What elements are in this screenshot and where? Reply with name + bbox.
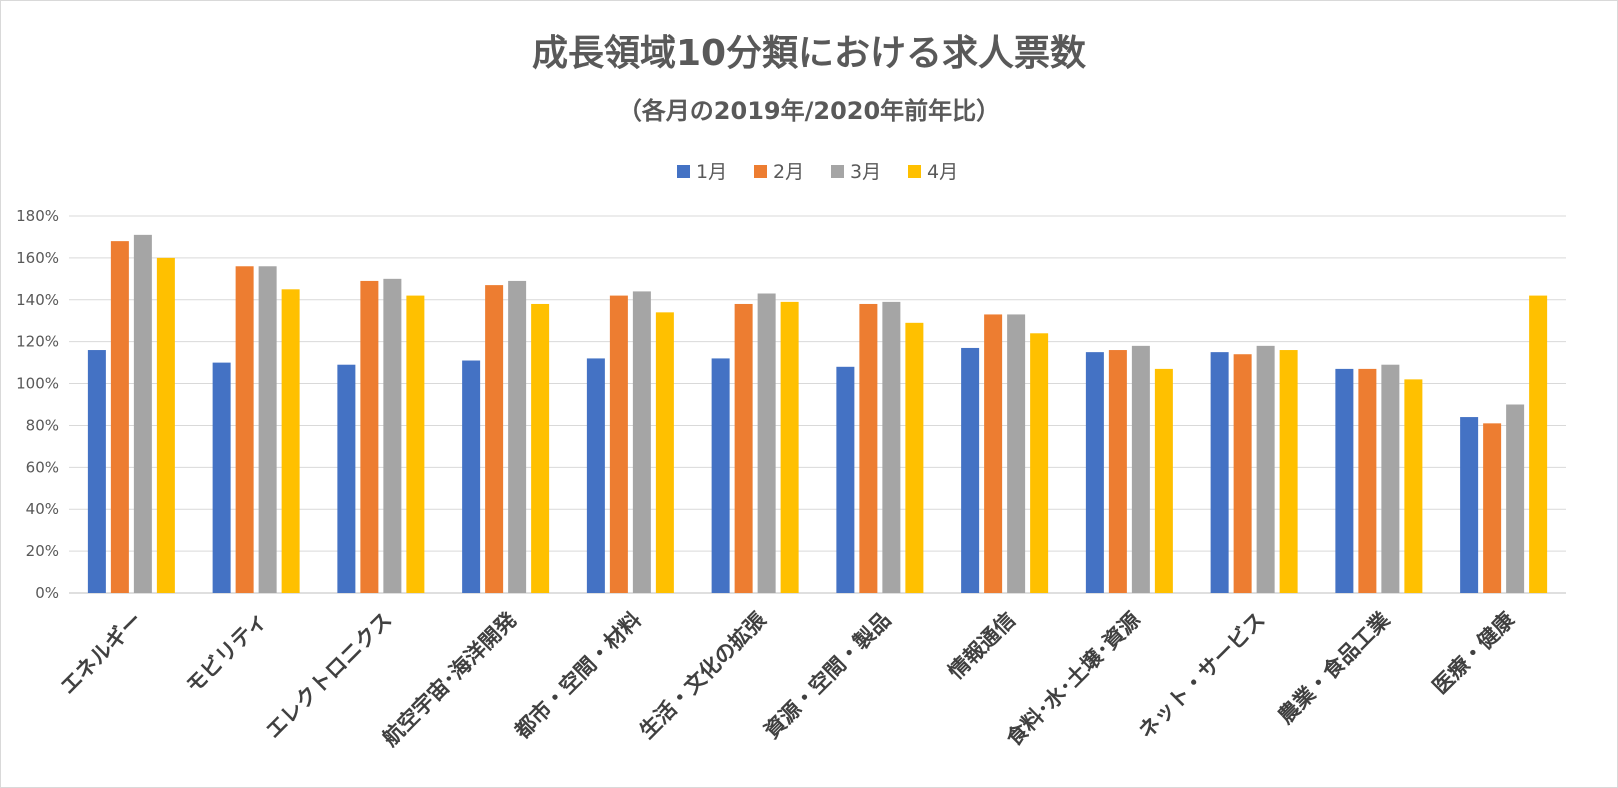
- legend-swatch: [754, 165, 767, 178]
- bar: [1085, 352, 1104, 593]
- legend-swatch: [677, 165, 690, 178]
- bar: [882, 301, 901, 593]
- bar: [1233, 354, 1252, 593]
- bar: [485, 285, 504, 593]
- bar: [1404, 379, 1423, 593]
- y-axis-ticks: 0% 20% 40% 60% 80% 100% 120% 140% 160% 180%: [16, 207, 59, 602]
- y-tick-label: 180%: [16, 207, 59, 225]
- y-tick-label: 20%: [26, 542, 59, 560]
- bar: [984, 314, 1003, 593]
- y-tick-label: 100%: [16, 375, 59, 393]
- bar: [711, 358, 730, 593]
- legend-label: 2月: [773, 161, 804, 183]
- category-label: 農業・食品工業: [1273, 607, 1395, 729]
- bar: [1358, 368, 1377, 593]
- bar: [780, 301, 799, 593]
- bar: [212, 362, 231, 593]
- y-tick-label: 40%: [26, 500, 59, 518]
- bar: [110, 241, 129, 593]
- bar: [235, 266, 254, 593]
- bar: [133, 234, 152, 593]
- bar: [531, 303, 550, 593]
- legend-label: 1月: [696, 161, 727, 183]
- bar: [1210, 352, 1229, 593]
- category-label: 情報通信: [944, 608, 1020, 684]
- legend-label: 3月: [850, 161, 881, 183]
- y-tick-label: 0%: [35, 584, 59, 602]
- bar: [859, 303, 878, 593]
- legend-label: 4月: [927, 161, 958, 183]
- category-label: エレクトロニクス: [261, 608, 396, 743]
- bar: [1381, 364, 1400, 593]
- chart-title: 成長領域10分類における求人票数: [532, 32, 1086, 74]
- bar: [734, 303, 753, 593]
- legend: 1月 2月 3月 4月: [677, 161, 958, 183]
- category-label: エネルギー: [56, 608, 147, 699]
- category-label: モビリティ: [181, 608, 271, 698]
- bar: [1529, 295, 1548, 593]
- bar: [1108, 350, 1127, 593]
- gridlines: [69, 215, 1566, 594]
- x-axis-categories: エネルギー モビリティエレクトロニクス航空宇宙･海洋開発都市・空間・材料生活・文化…: [56, 607, 1520, 751]
- bar: [1279, 350, 1298, 593]
- category-label: 生活・文化の拡張: [635, 607, 771, 743]
- bar: [836, 366, 855, 593]
- bar: [1335, 368, 1354, 593]
- bar: [586, 358, 605, 593]
- chart-subtitle: （各月の2019年/2020年前年比）: [618, 97, 1000, 125]
- legend-swatch: [831, 165, 844, 178]
- bar: [462, 360, 481, 593]
- y-tick-label: 140%: [16, 291, 59, 309]
- category-label: 食料･水･土壌･資源: [1002, 608, 1145, 751]
- bar: [360, 280, 379, 593]
- bar: [258, 266, 277, 593]
- bars: [87, 234, 1548, 593]
- bar: [1460, 417, 1479, 593]
- bar: [632, 291, 651, 593]
- bar: [1131, 345, 1150, 593]
- bar: [1154, 368, 1173, 593]
- bar: [655, 312, 674, 593]
- bar: [87, 350, 106, 593]
- bar: [406, 295, 425, 593]
- category-label: 資源・空間・製品: [760, 608, 896, 744]
- category-label: 都市・空間・材料: [509, 608, 645, 744]
- bar: [757, 293, 776, 593]
- bar: [1007, 314, 1026, 593]
- y-tick-label: 160%: [16, 249, 59, 267]
- y-tick-label: 80%: [26, 416, 59, 434]
- bar: [1483, 423, 1502, 593]
- bar: [383, 278, 402, 593]
- bar: [337, 364, 356, 593]
- bar: [905, 322, 924, 593]
- category-label: ネット・サービス: [1134, 608, 1270, 744]
- legend-swatch: [908, 165, 921, 178]
- bar: [1506, 404, 1525, 593]
- y-tick-label: 60%: [26, 458, 59, 476]
- bar: [609, 295, 628, 593]
- bar: [1030, 333, 1049, 593]
- bar: [961, 347, 980, 593]
- bar: [508, 280, 527, 593]
- category-label: 医療・健康: [1428, 607, 1520, 699]
- bar: [156, 257, 175, 593]
- bar: [281, 289, 300, 593]
- category-label: 航空宇宙･海洋開発: [378, 607, 522, 751]
- bar: [1256, 345, 1275, 593]
- y-tick-label: 120%: [16, 333, 59, 351]
